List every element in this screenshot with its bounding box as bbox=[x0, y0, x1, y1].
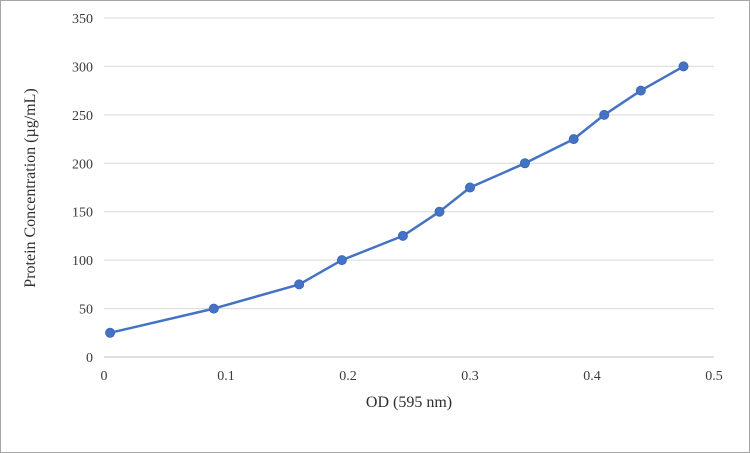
svg-text:0.4: 0.4 bbox=[583, 369, 601, 384]
svg-text:150: 150 bbox=[72, 206, 93, 221]
svg-text:0.5: 0.5 bbox=[705, 369, 723, 384]
gridlines bbox=[104, 17, 714, 358]
svg-text:300: 300 bbox=[72, 60, 93, 75]
x-axis-tick-labels: 0 0.1 0.2 0.3 0.4 0.5 bbox=[101, 369, 723, 384]
y-axis-tick-labels: 0 50 100 150 200 250 300 350 bbox=[72, 12, 93, 366]
svg-text:50: 50 bbox=[79, 303, 93, 318]
svg-text:0: 0 bbox=[86, 351, 93, 366]
svg-text:0: 0 bbox=[101, 369, 108, 384]
svg-text:0.1: 0.1 bbox=[217, 369, 235, 384]
svg-text:200: 200 bbox=[72, 157, 93, 172]
svg-text:0.3: 0.3 bbox=[461, 369, 479, 384]
x-axis-title: OD (595 nm) bbox=[366, 394, 452, 411]
y-axis-title: Protein Concentration (µg/mL) bbox=[22, 88, 39, 287]
data-series-line bbox=[105, 61, 689, 338]
svg-text:100: 100 bbox=[72, 254, 93, 269]
svg-text:0.2: 0.2 bbox=[339, 369, 357, 384]
svg-text:250: 250 bbox=[72, 109, 93, 124]
svg-text:350: 350 bbox=[72, 12, 93, 27]
